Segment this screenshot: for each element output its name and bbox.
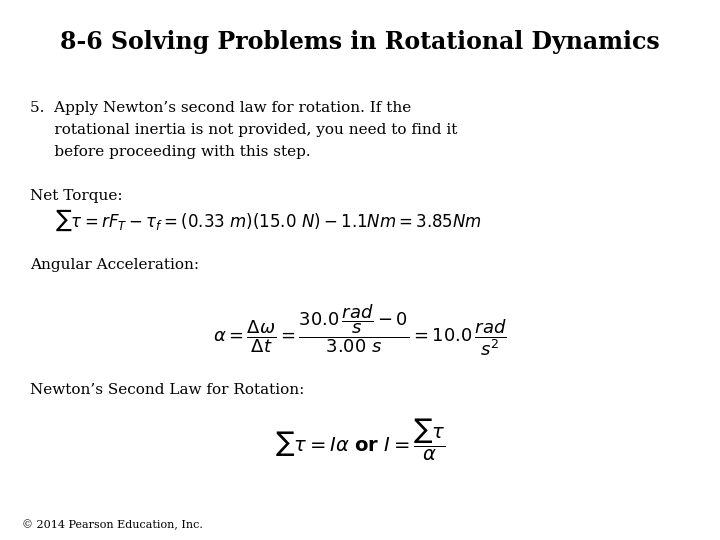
Text: Angular Acceleration:: Angular Acceleration: bbox=[30, 258, 199, 272]
Text: 5.  Apply Newton’s second law for rotation. If the: 5. Apply Newton’s second law for rotatio… bbox=[30, 101, 411, 115]
Text: rotational inertia is not provided, you need to find it: rotational inertia is not provided, you … bbox=[30, 123, 457, 137]
Text: © 2014 Pearson Education, Inc.: © 2014 Pearson Education, Inc. bbox=[22, 519, 203, 530]
Text: $\sum\tau = rF_T - \tau_f = (0.33\ m)(15.0\ N) - 1.1Nm = 3.85Nm$: $\sum\tau = rF_T - \tau_f = (0.33\ m)(15… bbox=[55, 207, 482, 233]
Text: 8-6 Solving Problems in Rotational Dynamics: 8-6 Solving Problems in Rotational Dynam… bbox=[60, 30, 660, 54]
Text: $\alpha = \dfrac{\Delta\omega}{\Delta t} = \dfrac{30.0\,\dfrac{rad}{s} - 0}{3.00: $\alpha = \dfrac{\Delta\omega}{\Delta t}… bbox=[213, 302, 507, 357]
Text: Newton’s Second Law for Rotation:: Newton’s Second Law for Rotation: bbox=[30, 383, 305, 397]
Text: before proceeding with this step.: before proceeding with this step. bbox=[30, 145, 310, 159]
Text: Net Torque:: Net Torque: bbox=[30, 189, 122, 203]
Text: $\sum\tau = I\alpha\ \mathbf{or}\ I = \dfrac{\sum\tau}{\alpha}$: $\sum\tau = I\alpha\ \mathbf{or}\ I = \d… bbox=[275, 417, 445, 463]
